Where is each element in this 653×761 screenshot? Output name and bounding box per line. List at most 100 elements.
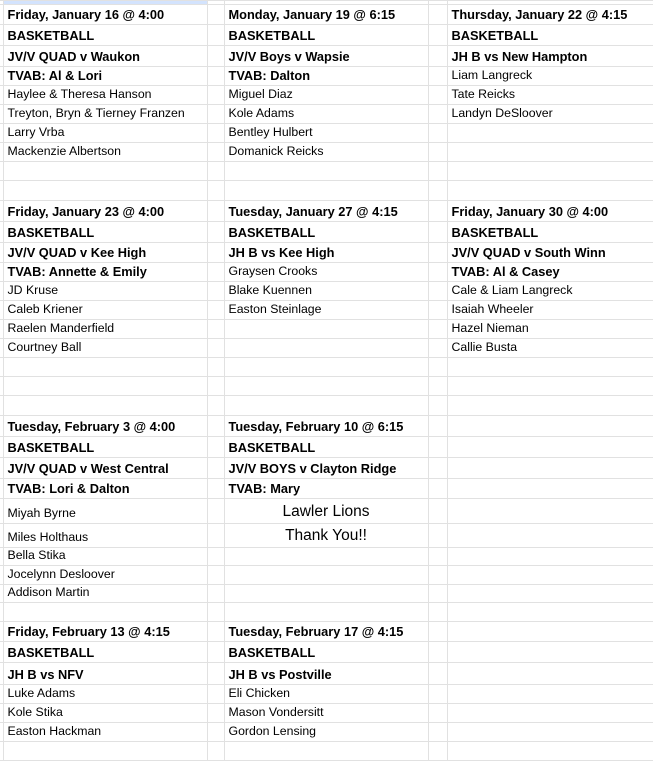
spacer-cell[interactable] bbox=[206, 104, 225, 124]
empty-cell[interactable] bbox=[223, 161, 429, 181]
empty-cell[interactable] bbox=[2, 180, 208, 201]
spacer-cell[interactable] bbox=[427, 281, 448, 301]
spacer-cell[interactable] bbox=[427, 300, 448, 320]
spacer-cell[interactable] bbox=[427, 104, 448, 124]
spacer-cell[interactable] bbox=[427, 24, 448, 46]
spacer-cell[interactable] bbox=[206, 457, 225, 479]
volunteer-name[interactable]: JD Kruse bbox=[2, 281, 208, 301]
sport-label[interactable]: BASKETBALL bbox=[446, 221, 653, 243]
empty-cell[interactable] bbox=[223, 338, 429, 358]
spacer-cell[interactable] bbox=[427, 66, 448, 86]
spacer-cell[interactable] bbox=[206, 123, 225, 143]
volunteer-name[interactable]: Mackenzie Albertson bbox=[2, 142, 208, 162]
empty-cell[interactable] bbox=[446, 357, 653, 377]
sport-label[interactable]: BASKETBALL bbox=[446, 24, 653, 46]
spacer-cell[interactable] bbox=[206, 4, 225, 25]
spacer-cell[interactable] bbox=[427, 662, 448, 685]
matchup[interactable]: JV/V QUAD v West Central bbox=[2, 457, 208, 479]
spacer-cell[interactable] bbox=[427, 221, 448, 243]
volunteer-name[interactable]: Luke Adams bbox=[2, 684, 208, 704]
sport-label[interactable]: BASKETBALL bbox=[223, 641, 429, 663]
spacer-cell[interactable] bbox=[427, 498, 448, 524]
empty-cell[interactable] bbox=[223, 180, 429, 201]
spacer-cell[interactable] bbox=[206, 584, 225, 603]
volunteer-name[interactable]: Callie Busta bbox=[446, 338, 653, 358]
spacer-cell[interactable] bbox=[206, 142, 225, 162]
volunteer-name[interactable]: Jocelynn Desloover bbox=[2, 565, 208, 585]
spacer-cell[interactable] bbox=[206, 281, 225, 301]
empty-cell[interactable] bbox=[223, 395, 429, 416]
empty-cell[interactable] bbox=[446, 641, 653, 663]
empty-cell[interactable] bbox=[446, 703, 653, 723]
volunteer-name[interactable]: Miles Holthaus bbox=[2, 523, 208, 548]
sport-label[interactable]: BASKETBALL bbox=[2, 24, 208, 46]
spacer-cell[interactable] bbox=[206, 498, 225, 524]
volunteer-name[interactable]: Kole Adams bbox=[223, 104, 429, 124]
empty-cell[interactable] bbox=[2, 741, 208, 761]
matchup[interactable]: JV/V QUAD v Kee High bbox=[2, 242, 208, 263]
empty-cell[interactable] bbox=[446, 684, 653, 704]
volunteer-name[interactable]: Easton Hackman bbox=[2, 722, 208, 742]
empty-cell[interactable] bbox=[223, 357, 429, 377]
spacer-cell[interactable] bbox=[427, 357, 448, 377]
spacer-cell[interactable] bbox=[206, 161, 225, 181]
spacer-cell[interactable] bbox=[427, 395, 448, 416]
sport-label[interactable]: BASKETBALL bbox=[2, 436, 208, 458]
volunteer-name[interactable]: Miguel Diaz bbox=[223, 85, 429, 105]
spacer-cell[interactable] bbox=[427, 436, 448, 458]
spacer-cell[interactable] bbox=[206, 45, 225, 67]
spacer-cell[interactable] bbox=[206, 436, 225, 458]
spacer-cell[interactable] bbox=[206, 547, 225, 566]
game-date[interactable]: Tuesday, February 17 @ 4:15 bbox=[223, 621, 429, 642]
spacer-cell[interactable] bbox=[427, 478, 448, 499]
tvab-assignment[interactable]: TVAB: Dalton bbox=[223, 66, 429, 86]
empty-cell[interactable] bbox=[223, 602, 429, 622]
spacer-cell[interactable] bbox=[206, 66, 225, 86]
volunteer-name[interactable]: Gordon Lensing bbox=[223, 722, 429, 742]
empty-cell[interactable] bbox=[446, 415, 653, 437]
empty-cell[interactable] bbox=[446, 523, 653, 548]
empty-cell[interactable] bbox=[446, 621, 653, 642]
spacer-cell[interactable] bbox=[427, 684, 448, 704]
empty-cell[interactable] bbox=[446, 498, 653, 524]
spacer-cell[interactable] bbox=[427, 319, 448, 339]
spacer-cell[interactable] bbox=[206, 602, 225, 622]
spacer-cell[interactable] bbox=[427, 584, 448, 603]
empty-cell[interactable] bbox=[446, 123, 653, 143]
spacer-cell[interactable] bbox=[206, 319, 225, 339]
empty-cell[interactable] bbox=[2, 376, 208, 396]
volunteer-name[interactable]: Eli Chicken bbox=[223, 684, 429, 704]
spacer-cell[interactable] bbox=[206, 300, 225, 320]
spacer-cell[interactable] bbox=[206, 415, 225, 437]
sport-label[interactable]: BASKETBALL bbox=[223, 221, 429, 243]
game-date[interactable]: Friday, January 23 @ 4:00 bbox=[2, 200, 208, 222]
spacer-cell[interactable] bbox=[206, 641, 225, 663]
empty-cell[interactable] bbox=[446, 584, 653, 603]
tvab-assignment[interactable]: TVAB: Lori & Dalton bbox=[2, 478, 208, 499]
empty-cell[interactable] bbox=[446, 565, 653, 585]
spacer-cell[interactable] bbox=[427, 376, 448, 396]
tvab-assignment[interactable]: TVAB: Mary bbox=[223, 478, 429, 499]
empty-cell[interactable] bbox=[446, 741, 653, 761]
spacer-cell[interactable] bbox=[427, 161, 448, 181]
empty-cell[interactable] bbox=[446, 478, 653, 499]
spacer-cell[interactable] bbox=[206, 357, 225, 377]
spacer-cell[interactable] bbox=[427, 180, 448, 201]
empty-cell[interactable] bbox=[2, 602, 208, 622]
spacer-cell[interactable] bbox=[206, 338, 225, 358]
tvab-assignment[interactable]: TVAB: Al & Casey bbox=[446, 262, 653, 282]
volunteer-name[interactable]: Raelen Manderfield bbox=[2, 319, 208, 339]
sport-label[interactable]: BASKETBALL bbox=[2, 221, 208, 243]
spacer-cell[interactable] bbox=[427, 338, 448, 358]
spacer-cell[interactable] bbox=[206, 741, 225, 761]
matchup[interactable]: JV/V Boys v Wapsie bbox=[223, 45, 429, 67]
sport-label[interactable]: BASKETBALL bbox=[223, 24, 429, 46]
empty-cell[interactable] bbox=[223, 376, 429, 396]
volunteer-name[interactable]: Addison Martin bbox=[2, 584, 208, 603]
volunteer-name[interactable]: Haylee & Theresa Hanson bbox=[2, 85, 208, 105]
spacer-cell[interactable] bbox=[427, 741, 448, 761]
empty-cell[interactable] bbox=[223, 319, 429, 339]
empty-cell[interactable] bbox=[2, 161, 208, 181]
empty-cell[interactable] bbox=[446, 602, 653, 622]
